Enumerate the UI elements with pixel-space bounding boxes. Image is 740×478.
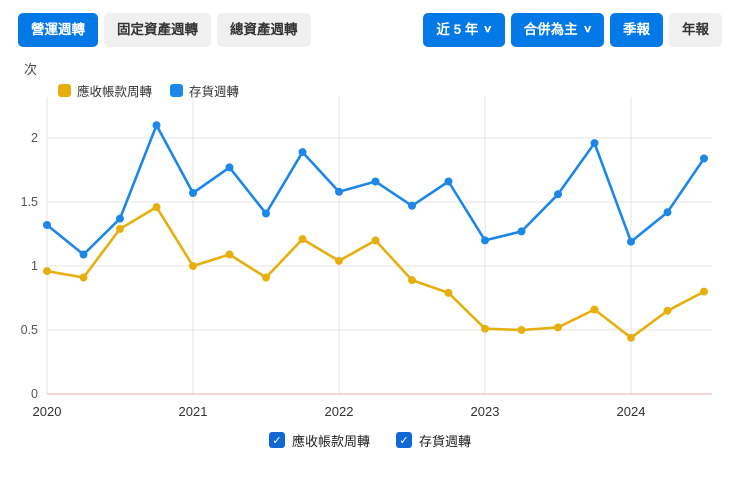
tab-total-asset-turnover[interactable]: 總資產週轉 bbox=[217, 13, 311, 47]
svg-text:1.5: 1.5 bbox=[21, 195, 38, 209]
svg-text:0: 0 bbox=[31, 387, 38, 401]
header-bar: 營運週轉 固定資產週轉 總資產週轉 近 5 年 ∨ 合併為主 ∨ 季報 年報 bbox=[0, 0, 740, 47]
legend-item-inventory-turnover[interactable]: 存貨週轉 bbox=[170, 81, 239, 100]
svg-text:2023: 2023 bbox=[471, 404, 500, 419]
svg-text:2024: 2024 bbox=[617, 404, 646, 419]
svg-text:2020: 2020 bbox=[33, 404, 62, 419]
consolidated-dropdown-label: 合併為主 bbox=[523, 22, 578, 37]
tab-fixed-asset-turnover[interactable]: 固定資產週轉 bbox=[104, 13, 211, 47]
svg-text:0.5: 0.5 bbox=[21, 323, 38, 337]
range-dropdown-label: 近 5 年 bbox=[436, 22, 479, 37]
quarterly-report-button[interactable]: 季報 bbox=[610, 13, 663, 47]
tab-operating-turnover[interactable]: 營運週轉 bbox=[18, 13, 98, 47]
legend-label: 應收帳款周轉 bbox=[77, 84, 153, 99]
turnover-line-chart[interactable]: 2020 2021 2022 2023 2024 0 0.5 1 1.5 2 bbox=[0, 91, 740, 423]
annual-report-button[interactable]: 年報 bbox=[669, 13, 722, 47]
y-axis-unit-label: 次 bbox=[24, 61, 38, 77]
svg-text:2: 2 bbox=[31, 131, 38, 145]
chart-area: 次 應收帳款周轉 存貨週轉 2020 2021 2022 2023 2024 0 0.5 1 1… bbox=[0, 47, 740, 423]
chevron-down-icon: ∨ bbox=[582, 23, 593, 35]
svg-text:1: 1 bbox=[31, 259, 38, 273]
chart-control-group: 近 5 年 ∨ 合併為主 ∨ 季報 年報 bbox=[423, 13, 722, 47]
turnover-tab-group: 營運週轉 固定資產週轉 總資產週轉 bbox=[18, 13, 311, 47]
range-dropdown[interactable]: 近 5 年 ∨ bbox=[423, 13, 505, 47]
checkbox-label: 應收帳款周轉 bbox=[291, 433, 370, 449]
checkbox-checked-icon: ✓ bbox=[268, 432, 285, 448]
consolidated-dropdown[interactable]: 合併為主 ∨ bbox=[510, 13, 604, 47]
checkbox-inventory-turnover[interactable]: ✓ 存貨週轉 bbox=[396, 431, 471, 450]
legend-swatch-inventory bbox=[170, 83, 184, 97]
legend-label: 存貨週轉 bbox=[189, 84, 240, 99]
svg-text:2022: 2022 bbox=[325, 404, 354, 419]
chart-legend: 應收帳款周轉 存貨週轉 bbox=[58, 81, 239, 100]
series-toggle-row: ✓ 應收帳款周轉 ✓ 存貨週轉 bbox=[0, 431, 740, 450]
checkbox-checked-icon: ✓ bbox=[396, 432, 412, 448]
legend-swatch-receivables bbox=[58, 83, 71, 97]
legend-item-receivables-turnover[interactable]: 應收帳款周轉 bbox=[58, 81, 152, 100]
checkbox-receivables-turnover[interactable]: ✓ 應收帳款周轉 bbox=[268, 431, 370, 450]
checkbox-label: 存貨週轉 bbox=[419, 433, 472, 449]
svg-text:2021: 2021 bbox=[179, 404, 208, 419]
chevron-down-icon: ∨ bbox=[483, 23, 493, 35]
